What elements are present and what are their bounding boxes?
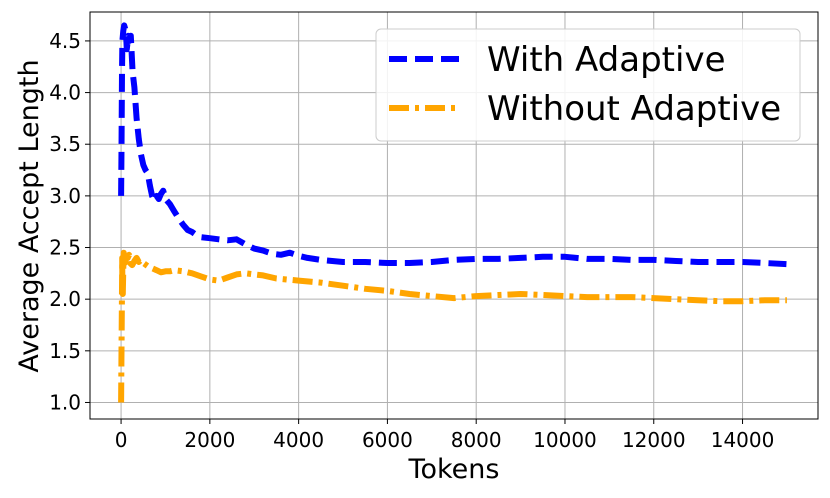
x-axis: 0 2000 4000 6000 8000 10000 12000 14000 bbox=[115, 419, 775, 452]
x-tick-label: 12000 bbox=[622, 428, 686, 452]
series-line-without-adaptive bbox=[118, 249, 787, 403]
plot-frame bbox=[89, 11, 819, 420]
x-tick-label: 4000 bbox=[273, 428, 324, 452]
series-line-with-adaptive bbox=[118, 22, 788, 268]
x-tick-label: 6000 bbox=[362, 428, 413, 452]
y-axis-label: Average Accept Length bbox=[14, 59, 45, 372]
y-axis: 1.0 1.5 2.0 2.5 3.0 3.5 4.0 4.5 bbox=[49, 29, 90, 414]
y-tick-label: 4.5 bbox=[49, 29, 81, 53]
x-tick-label: 0 bbox=[115, 428, 128, 452]
x-axis-label: Tokens bbox=[408, 454, 500, 485]
x-tick-label: 14000 bbox=[711, 428, 775, 452]
y-tick-label: 2.0 bbox=[49, 287, 81, 311]
x-tick-label: 8000 bbox=[451, 428, 502, 452]
legend: With Adaptive Without Adaptive bbox=[375, 28, 801, 142]
legend-box bbox=[375, 28, 801, 142]
legend-label-without-adaptive: Without Adaptive bbox=[487, 89, 781, 129]
legend-label-with-adaptive: With Adaptive bbox=[487, 40, 725, 80]
y-tick-label: 1.0 bbox=[49, 390, 81, 414]
y-tick-label: 2.5 bbox=[49, 236, 81, 260]
y-tick-label: 3.5 bbox=[49, 132, 81, 156]
x-tick-label: 2000 bbox=[184, 428, 235, 452]
y-tick-label: 1.5 bbox=[49, 339, 81, 363]
y-tick-label: 3.0 bbox=[49, 184, 81, 208]
data-lines bbox=[118, 22, 788, 403]
x-tick-label: 10000 bbox=[533, 428, 597, 452]
y-tick-label: 4.0 bbox=[49, 81, 81, 105]
